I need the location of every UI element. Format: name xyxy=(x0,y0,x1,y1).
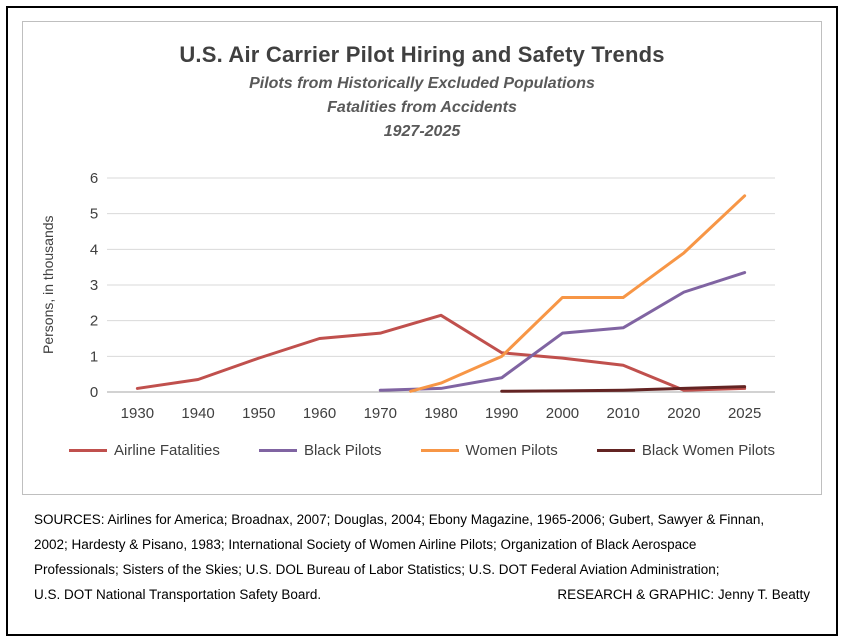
y-tick-label: 6 xyxy=(90,170,98,187)
legend-swatch-black-women-pilots xyxy=(596,449,635,452)
outer-frame: U.S. Air Carrier Pilot Hiring and Safety… xyxy=(6,6,838,636)
x-tick-label: 2020 xyxy=(667,405,700,422)
chart-subtitle-line-1: Pilots from Historically Excluded Popula… xyxy=(249,75,595,92)
legend-label-airline-fatalities: Airline Fatalities xyxy=(114,442,220,459)
sources-line-1: SOURCES: Airlines for America; Broadnax,… xyxy=(34,512,765,527)
y-tick-label: 0 xyxy=(90,384,98,401)
legend-label-black-women-pilots: Black Women Pilots xyxy=(641,442,775,459)
x-tick-label: 1960 xyxy=(303,405,336,422)
x-tick-label: 1990 xyxy=(485,405,518,422)
series-line-black-women-pilots xyxy=(500,385,747,393)
legend: Airline Fatalities Black Pilots Women Pilo… xyxy=(23,442,821,459)
legend-swatch-airline-fatalities xyxy=(69,449,107,452)
series-line-airline-fatalities xyxy=(135,313,747,392)
x-tick-label: 1930 xyxy=(121,405,154,422)
research-credit: RESEARCH & GRAPHIC: Jenny T. Beatty xyxy=(557,587,810,602)
y-tick-label: 5 xyxy=(90,206,98,223)
x-tick-label: 2025 xyxy=(728,405,761,422)
legend-label-women-pilots: Women Pilots xyxy=(465,442,558,459)
x-tick-label: 1980 xyxy=(424,405,457,422)
sources-line-2: 2002; Hardesty & Pisano, 1983; Internati… xyxy=(34,537,697,552)
chart-subtitle-line-2: Fatalities from Accidents xyxy=(327,99,517,116)
series-line-black-pilots xyxy=(378,271,747,392)
chart-title: U.S. Air Carrier Pilot Hiring and Safety… xyxy=(179,42,665,67)
y-tick-label: 1 xyxy=(90,348,98,365)
x-tick-label: 1940 xyxy=(181,405,214,422)
legend-item-black-women-pilots: Black Women Pilots xyxy=(596,442,775,459)
y-tick-label: 2 xyxy=(90,313,98,330)
chart-container: U.S. Air Carrier Pilot Hiring and Safety… xyxy=(22,21,822,495)
y-axis-title: Persons, in thousands xyxy=(40,215,56,355)
legend-item-women-pilots: Women Pilots xyxy=(420,442,558,459)
legend-item-airline-fatalities: Airline Fatalities xyxy=(69,442,220,459)
legend-label-black-pilots: Black Pilots xyxy=(303,442,382,459)
x-tick-label: 1970 xyxy=(364,405,397,422)
sources-block: SOURCES: Airlines for America; Broadnax,… xyxy=(22,495,822,607)
x-tick-label: 2010 xyxy=(606,405,639,422)
series-line-women-pilots xyxy=(409,194,747,393)
plot-area-row: Persons, in thousands 0 1 2 3 4 5 6 1930 1940 195… xyxy=(23,168,821,426)
legend-swatch-black-pilots xyxy=(258,449,297,452)
sources-last-row: U.S. DOT National Transportation Safety … xyxy=(34,582,810,607)
legend-item-black-pilots: Black Pilots xyxy=(258,442,382,459)
chart-subtitle-line-3: 1927-2025 xyxy=(383,123,461,140)
x-tick-label: 2000 xyxy=(546,405,579,422)
line-chart: 0 1 2 3 4 5 6 1930 1940 1950 1960 1970 1980 1990 2000 2… xyxy=(90,170,775,422)
y-tick-label: 4 xyxy=(90,241,98,258)
legend-swatch-women-pilots xyxy=(420,449,459,452)
sources-line-4: U.S. DOT National Transportation Safety … xyxy=(34,587,322,602)
sources-line-3: Professionals; Sisters of the Skies; U.S… xyxy=(34,562,720,577)
x-tick-label: 1950 xyxy=(242,405,275,422)
y-tick-label: 3 xyxy=(90,277,98,294)
